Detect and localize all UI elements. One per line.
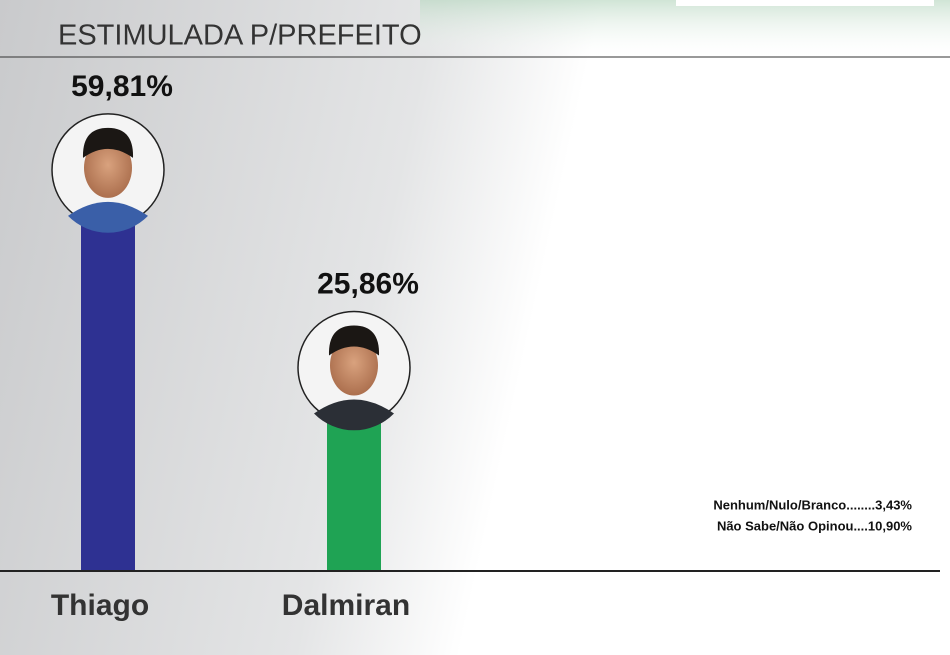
photo-hair [328, 325, 380, 356]
photo-face [84, 137, 132, 198]
x-tick-label: Dalmiran [282, 589, 410, 622]
photo-body [68, 201, 148, 233]
value-label: 25,86% [317, 267, 419, 300]
top-tint [420, 0, 950, 60]
top-box [676, 0, 934, 6]
chart-title: ESTIMULADA P/PREFEITO [58, 20, 422, 52]
annotation: Nenhum/Nulo/Branco........3,43% [713, 497, 912, 512]
annotation: Não Sabe/Não Opinou....10,90% [717, 518, 912, 533]
photo-body [314, 399, 394, 431]
photo-hair [82, 127, 134, 158]
bar [81, 221, 135, 570]
bar [327, 419, 381, 570]
x-tick-label: Thiago [51, 589, 149, 622]
value-label: 59,81% [71, 70, 173, 103]
photo-face [330, 335, 378, 396]
